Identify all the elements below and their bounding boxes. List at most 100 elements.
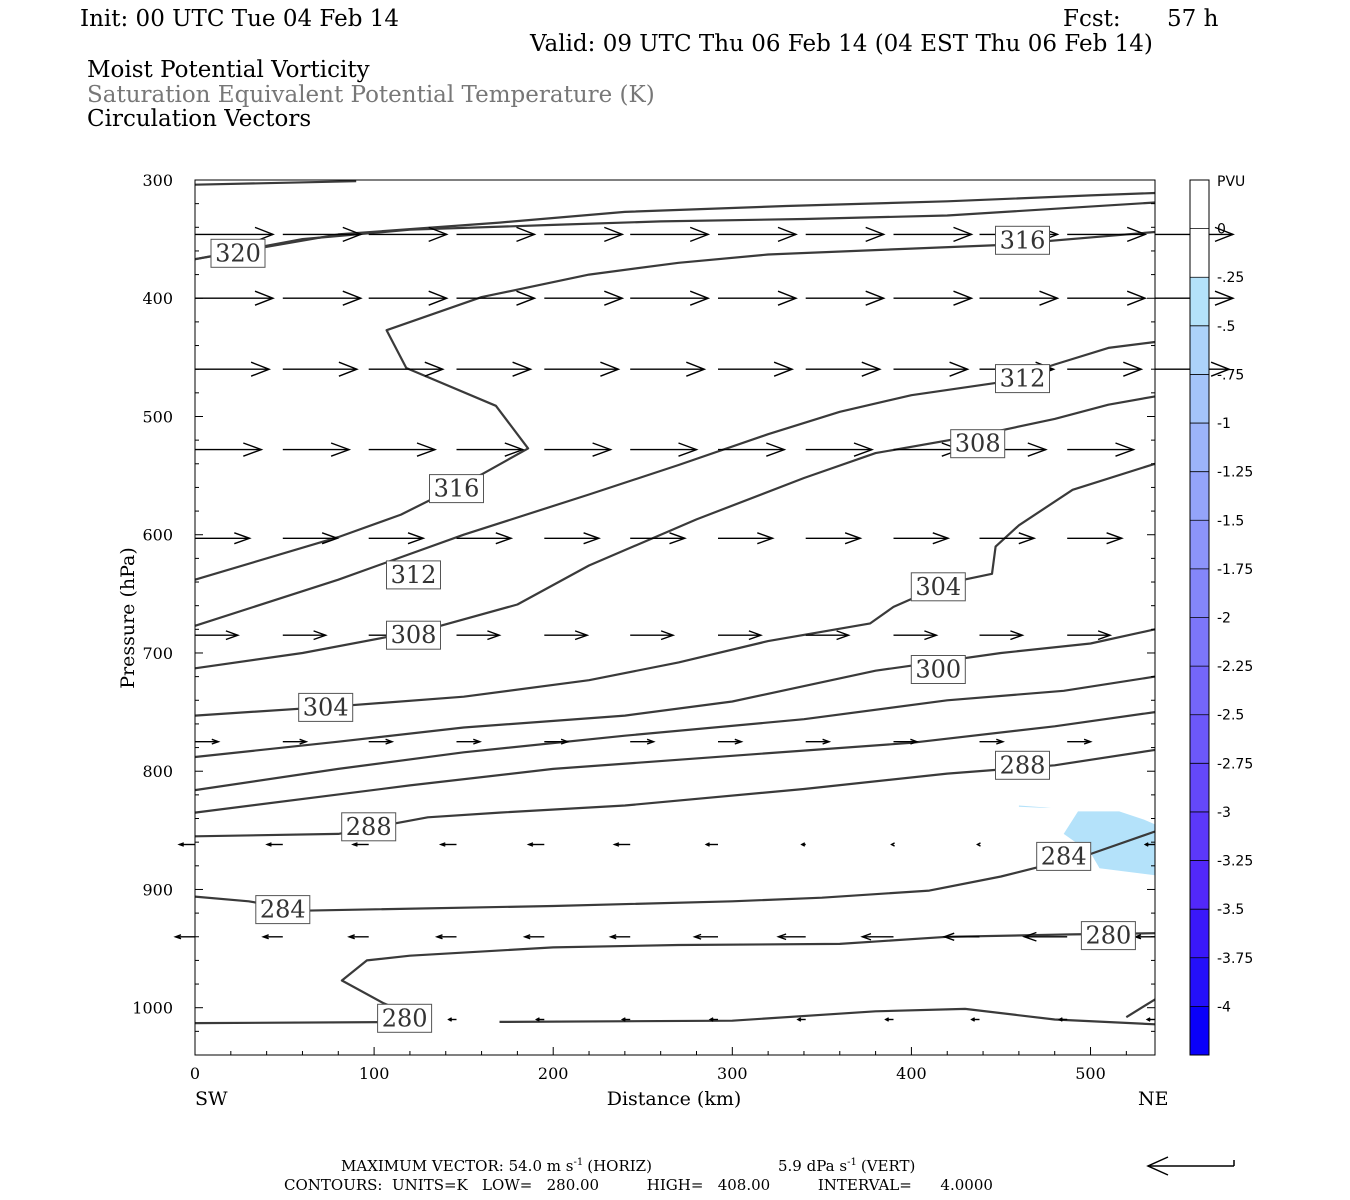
vector-1-10 — [1067, 290, 1148, 306]
vector-8-5 — [608, 934, 631, 940]
contour-label-4: 316 — [429, 474, 484, 504]
vector-head — [347, 934, 355, 940]
y-tick-label: 1000 — [132, 999, 173, 1018]
colorbar-label: -.75 — [1217, 367, 1244, 383]
vector-5-9 — [979, 630, 1025, 641]
vector-head — [447, 1017, 453, 1022]
contour-label-box — [386, 620, 441, 650]
colorbar-cell — [1190, 763, 1209, 813]
contour-label-0: 320 — [210, 238, 266, 268]
vector-head — [261, 934, 269, 940]
vector-2-6 — [718, 361, 795, 377]
vector-head — [910, 738, 919, 745]
vector-head — [504, 442, 525, 457]
contour-label-13: 284 — [255, 895, 311, 925]
max-vert-exponent: -1 — [847, 1157, 857, 1168]
contour-316-1 — [194, 201, 1156, 261]
y-tick-label: 700 — [142, 644, 173, 663]
x-tick-label: 100 — [359, 1064, 390, 1083]
colorbar-cell — [1190, 325, 1209, 375]
vector-head — [884, 1017, 890, 1022]
forecast-label: Fcst: — [1063, 6, 1121, 32]
vector-head — [438, 842, 446, 847]
vector-head — [949, 361, 970, 377]
colorbar-label: -.25 — [1217, 270, 1244, 286]
vector-6-1 — [282, 738, 309, 745]
vector-0-10 — [1067, 226, 1148, 243]
max-vector-text: MAXIMUM VECTOR: 54.0 m s — [341, 1157, 573, 1175]
vector-head — [822, 738, 832, 745]
contour-label-box — [377, 1003, 433, 1033]
vector-7-11 — [1143, 842, 1155, 847]
x-tick-label: 0 — [190, 1064, 200, 1083]
vector-head — [748, 630, 763, 641]
vector-head — [522, 934, 531, 940]
colorbar-cell — [1190, 228, 1209, 278]
contour-label-box — [910, 572, 966, 602]
vector-5-10 — [1067, 630, 1113, 641]
vector-6-10 — [1067, 738, 1093, 745]
vector-4-8 — [893, 532, 951, 545]
colorbar-label: -1.25 — [1217, 465, 1253, 481]
contour-label-14: 280 — [1080, 921, 1136, 951]
vector-5-8 — [893, 630, 939, 641]
colorbar-cell — [1190, 714, 1209, 764]
y-tick-label: 500 — [142, 407, 173, 426]
vector-0-8 — [893, 226, 974, 243]
vector-1-6 — [718, 290, 798, 306]
contour-label-text: 320 — [215, 239, 261, 267]
y-axis-ticks: 300 400 500 600 700 800 900 1000 — [132, 171, 1155, 1056]
vector-head — [211, 738, 221, 745]
plot-frame — [194, 179, 1156, 1056]
x-axis-left-end: SW — [195, 1088, 228, 1110]
vector-9-9 — [970, 1017, 980, 1022]
vector-8-2 — [347, 934, 369, 940]
vector-head — [766, 442, 787, 457]
vector-9-7 — [796, 1017, 806, 1022]
vector-head — [796, 1017, 802, 1022]
vector-2-8 — [893, 361, 970, 377]
vector-head — [385, 738, 395, 745]
contour-label-9: 304 — [298, 692, 354, 722]
vector-head — [330, 442, 352, 457]
vector-head — [177, 842, 185, 847]
vector-1-5 — [630, 290, 711, 306]
vector-5-5 — [630, 630, 676, 641]
colorbar-label: -1.75 — [1217, 562, 1253, 578]
contour-label-text: 284 — [1041, 842, 1087, 870]
contour-296-7 — [194, 675, 1156, 792]
vector-head — [299, 738, 309, 745]
contour-label-text: 316 — [434, 475, 480, 503]
vector-9-3 — [447, 1017, 457, 1022]
vector-head — [342, 290, 363, 306]
contour-label-box — [341, 812, 397, 842]
footer: MAXIMUM VECTOR: 54.0 m s-1 (HORIZ) 5.9 dP… — [284, 1156, 1235, 1194]
colorbar-label: -3.5 — [1217, 902, 1244, 918]
vector-head — [686, 361, 707, 377]
vector-head — [516, 226, 537, 243]
contour-label-box — [1080, 921, 1136, 951]
vector-head — [646, 738, 656, 745]
contour-label-12: 284 — [1036, 841, 1092, 871]
vector-head — [953, 226, 974, 243]
pv-shading — [1018, 805, 1155, 876]
colorbar-title: PVU — [1217, 174, 1245, 190]
vector-head — [604, 290, 625, 306]
colorbar-cell — [1190, 860, 1209, 910]
vector-0-6 — [718, 226, 798, 243]
vector-head — [773, 361, 795, 377]
vector-6-5 — [630, 738, 656, 745]
contour-label-text: 316 — [1000, 226, 1046, 254]
contour-300-6 — [194, 628, 1156, 759]
vector-7-6 — [704, 842, 718, 847]
vector-1-0 — [195, 290, 275, 306]
pv-shade-region-1 — [1018, 805, 1052, 808]
vector-7-1 — [265, 842, 283, 847]
vector-head — [234, 532, 252, 545]
vector-head — [1214, 226, 1235, 243]
vector-4-3 — [456, 532, 514, 545]
contour-label-6: 304 — [910, 572, 966, 602]
vector-3-1 — [282, 442, 352, 457]
vector-head — [953, 290, 974, 306]
